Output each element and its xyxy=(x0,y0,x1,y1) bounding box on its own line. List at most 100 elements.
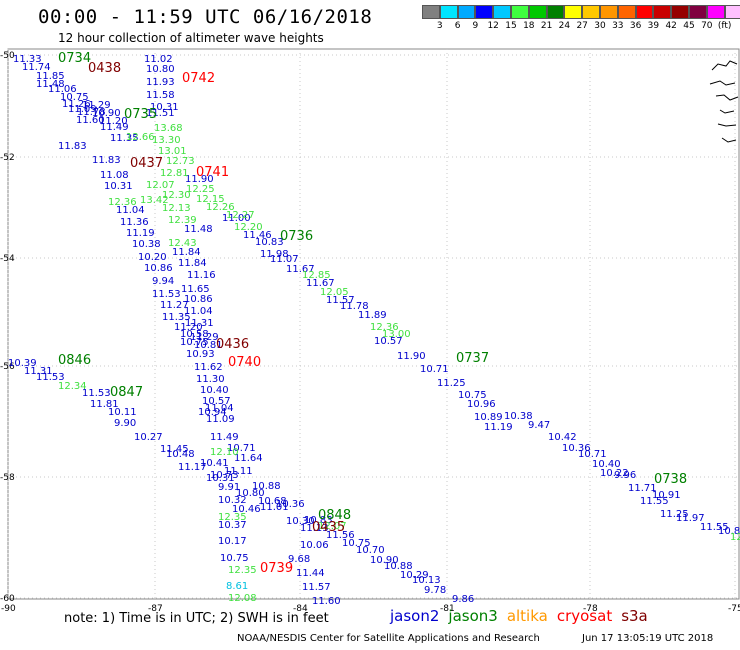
pass-time-label: 0740 xyxy=(228,355,261,370)
longitude-label: -81 xyxy=(440,604,455,614)
wave-height-reading: 11.01 xyxy=(260,502,289,513)
wave-height-reading: 10.36 xyxy=(562,443,591,454)
wave-height-reading: 11.74 xyxy=(22,62,51,73)
wave-height-reading: 11.16 xyxy=(187,270,216,281)
wave-height-reading: 10.38 xyxy=(132,239,161,250)
pass-time-label: 0437 xyxy=(130,156,163,171)
wave-height-reading: 10.57 xyxy=(202,396,231,407)
wave-height-reading: 11.84 xyxy=(172,247,201,258)
note-text: note: 1) Time is in UTC; 2) SWH is in fe… xyxy=(64,611,329,626)
color-swatch xyxy=(493,5,511,19)
color-swatch xyxy=(439,5,458,19)
wave-height-reading: 10.89 xyxy=(718,526,740,537)
map-subtitle: 12 hour collection of altimeter wave hei… xyxy=(58,31,324,45)
wave-height-reading: 10.31 xyxy=(104,181,133,192)
wave-height-reading: 11.57 xyxy=(326,295,355,306)
pass-time-label: 0847 xyxy=(110,385,143,400)
wave-height-reading: 11.19 xyxy=(484,422,513,433)
wave-height-reading: 11.36 xyxy=(120,217,149,228)
wave-height-reading: 9.68 xyxy=(288,554,310,565)
map-frame xyxy=(7,48,740,600)
wave-height-reading: 11.09 xyxy=(68,104,97,115)
wave-height-reading: 11.25 xyxy=(437,378,466,389)
longitude-label: -78 xyxy=(583,604,598,614)
color-scale-label: 18 xyxy=(523,21,535,31)
wave-height-reading: 11.44 xyxy=(296,568,325,579)
wave-height-reading: 12.05 xyxy=(320,287,349,298)
color-swatch xyxy=(706,5,725,19)
wave-height-reading: 11.29 xyxy=(82,100,111,111)
color-scale-label: 24 xyxy=(558,21,571,31)
color-swatch xyxy=(564,5,583,19)
color-scale-labels: 3 6 9 12 15 18 21 24 27 30 33 36 39 42 45 70 (ft) xyxy=(422,21,740,33)
wave-height-reading: 11.65 xyxy=(181,284,210,295)
wave-height-reading: 13.42 xyxy=(140,195,169,206)
pass-time-label: 0846 xyxy=(58,353,91,368)
color-scale-label: 9 xyxy=(472,21,479,31)
wave-height-reading: 11.17 xyxy=(178,462,207,473)
pass-time-label: 0739 xyxy=(260,561,293,576)
pass-time-label: 0848 xyxy=(318,508,351,523)
wave-height-reading: 10.40 xyxy=(592,459,621,470)
wave-height-reading: 10.48 xyxy=(166,449,195,460)
wave-height-reading: 10.32 xyxy=(218,495,247,506)
pass-time-label: 0736 xyxy=(280,229,313,244)
wave-height-reading: 12.35 xyxy=(228,565,257,576)
wave-height-reading: 11.04 xyxy=(116,205,145,216)
wave-height-reading: 13.00 xyxy=(382,329,411,340)
color-swatch xyxy=(599,5,618,19)
wave-height-reading: 10.83 xyxy=(304,515,333,526)
wave-height-reading: 10.80 xyxy=(146,64,175,75)
wave-height-reading: 10.90 xyxy=(370,555,399,566)
wave-height-reading: 10.13 xyxy=(412,575,441,586)
wave-height-reading: 12.25 xyxy=(186,184,215,195)
wave-height-reading: 12.27 xyxy=(226,210,255,221)
wave-height-reading: 12.20 xyxy=(234,222,263,233)
wave-height-reading: 12.07 xyxy=(318,521,347,532)
wave-height-reading: 11.20 xyxy=(174,322,203,333)
wave-height-reading: 11.57 xyxy=(302,582,331,593)
wave-height-reading: 9.96 xyxy=(614,470,636,481)
color-scale-label: 15 xyxy=(505,21,517,31)
color-swatch xyxy=(671,5,689,19)
wave-height-reading: 10.88 xyxy=(384,561,413,572)
pass-time-label: 0742 xyxy=(182,71,215,86)
wave-height-reading: 9.94 xyxy=(152,276,174,287)
pass-time-label: 0737 xyxy=(456,351,489,366)
wave-height-reading: 11.11 xyxy=(224,466,253,477)
wave-height-reading: 10.96 xyxy=(467,399,496,410)
wave-height-reading: 12.08 xyxy=(228,593,257,604)
color-swatch xyxy=(724,5,740,19)
latitude-label: -54 xyxy=(0,254,15,264)
color-swatch xyxy=(528,5,547,19)
wave-height-reading: 11.83 xyxy=(58,141,87,152)
wave-height-reading: 11.27 xyxy=(160,300,189,311)
wave-height-reading: 10.75 xyxy=(342,538,371,549)
wave-height-reading: 10.93 xyxy=(186,349,215,360)
wave-height-reading: 10.29 xyxy=(400,570,429,581)
wave-height-reading: 11.62 xyxy=(194,362,223,373)
wave-height-reading: 10.90 xyxy=(92,108,121,119)
wave-height-reading: 12.10 xyxy=(730,532,740,543)
longitude-label: -75 xyxy=(728,604,740,614)
wave-height-reading: 10.89 xyxy=(474,412,503,423)
wave-height-reading: 11.60 xyxy=(76,115,105,126)
wave-height-reading: 11.30 xyxy=(196,374,225,385)
longitude-label: -87 xyxy=(148,604,163,614)
wave-height-reading: 12.30 xyxy=(162,190,191,201)
color-swatch xyxy=(510,5,529,19)
wave-height-reading: 10.30 xyxy=(286,516,315,527)
latitude-label: -58 xyxy=(0,473,15,483)
wave-height-reading: 11.89 xyxy=(358,310,387,321)
wave-height-reading: 10.22 xyxy=(600,468,629,479)
pass-time-label: 0436 xyxy=(216,337,249,352)
wave-height-reading: 10.94 xyxy=(198,407,227,418)
wave-height-reading: 11.67 xyxy=(286,264,315,275)
wave-height-reading: 11.31 xyxy=(185,318,214,329)
wave-height-reading: 11.93 xyxy=(146,77,175,88)
wave-height-reading: 11.81 xyxy=(90,399,119,410)
wave-height-reading: 10.40 xyxy=(200,385,229,396)
color-scale-label: 39 xyxy=(647,21,660,31)
wave-height-reading: 10.46 xyxy=(232,504,261,515)
